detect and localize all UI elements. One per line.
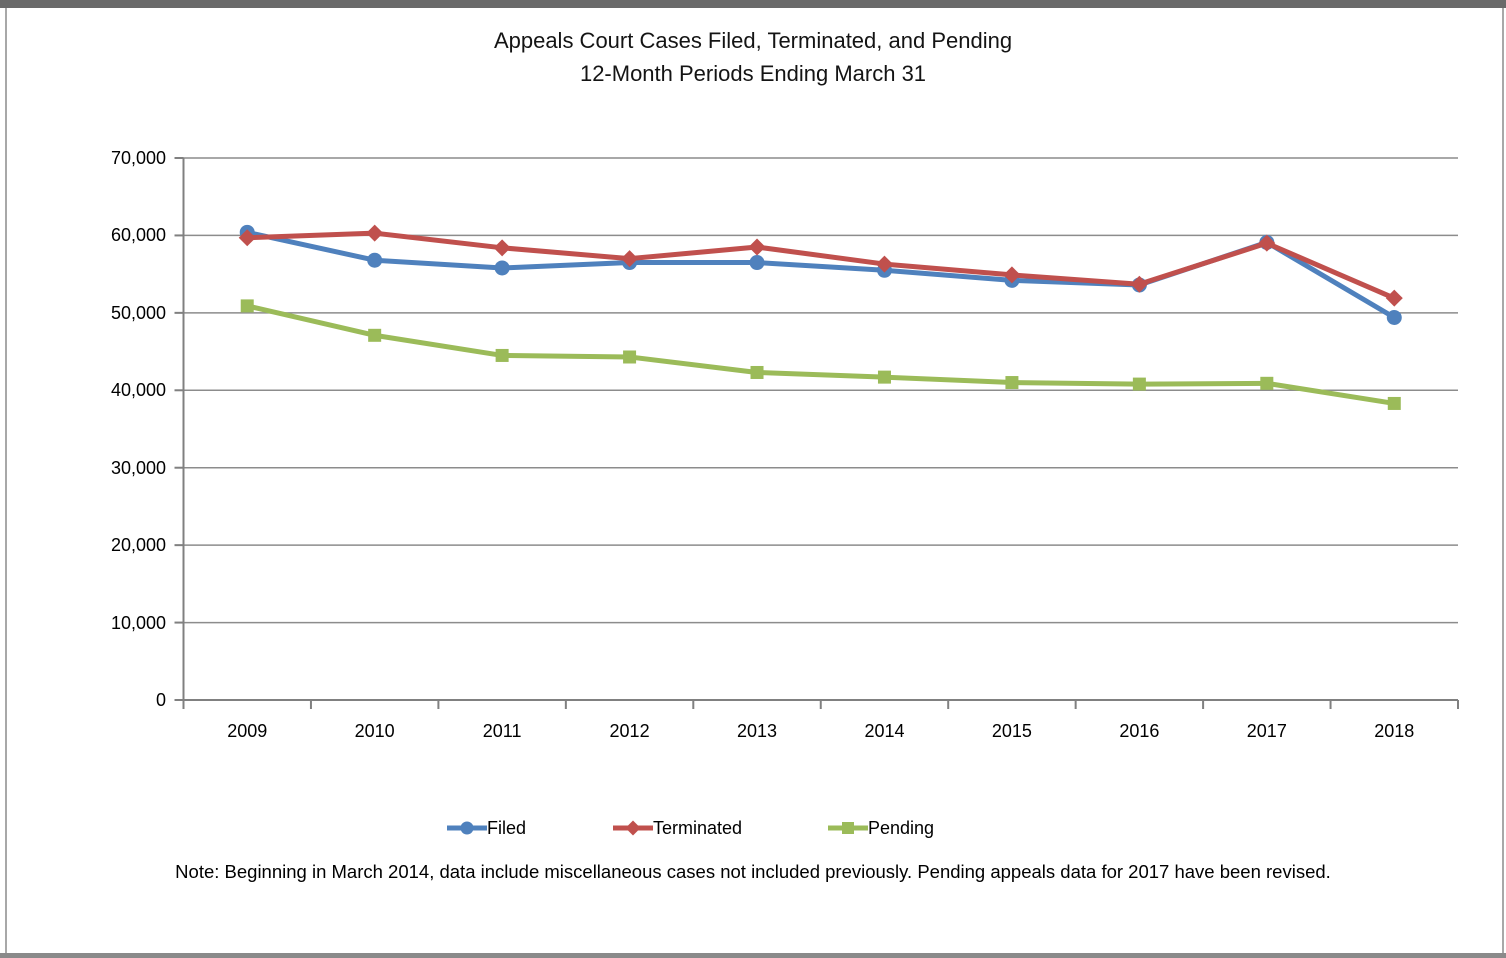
x-axis-tick-label: 2018 xyxy=(1374,721,1415,741)
y-axis-tick-label: 20,000 xyxy=(110,535,166,556)
axes xyxy=(174,157,1459,709)
chart-title: Appeals Court Cases Filed, Terminated, a… xyxy=(0,24,1506,90)
frame-top-border xyxy=(0,0,1506,8)
y-axis-tick-label: 10,000 xyxy=(110,612,166,633)
x-axis-tick-label: 2016 xyxy=(1119,721,1160,741)
legend-label-filed: Filed xyxy=(487,818,527,838)
legend-label-terminated: Terminated xyxy=(653,818,743,838)
y-axis-tick-label: 60,000 xyxy=(110,225,166,246)
y-axis-tick-label: 0 xyxy=(155,690,166,710)
y-axis-tick-label: 70,000 xyxy=(110,148,166,168)
footnote: Note: Beginning in March 2014, data incl… xyxy=(175,861,1331,882)
x-axis-tick-label: 2009 xyxy=(227,721,268,741)
x-axis-tick-label: 2017 xyxy=(1246,721,1287,741)
pending-series-marker-icon xyxy=(828,819,868,837)
y-axis-tick-label: 40,000 xyxy=(110,380,166,401)
legend-label-pending: Pending xyxy=(868,818,935,838)
x-axis-tick-label: 2012 xyxy=(609,721,650,741)
series-pending xyxy=(240,299,1401,410)
frame-right-border xyxy=(1502,8,1504,953)
y-axis-tick-label: 50,000 xyxy=(110,302,166,323)
x-axis-tick-label: 2015 xyxy=(991,721,1032,741)
x-axis-tick-label: 2010 xyxy=(354,721,395,741)
terminated-series-marker-icon xyxy=(613,819,653,837)
legend-item-filed: Filed xyxy=(447,816,526,840)
series-terminated xyxy=(238,224,1403,307)
chart-title-line2: 12-Month Periods Ending March 31 xyxy=(579,61,927,86)
y-axis-tick-label: 30,000 xyxy=(110,457,166,478)
x-axis-tick-label: 2011 xyxy=(482,721,522,741)
legend-item-terminated: Terminated xyxy=(613,816,742,840)
legend: Filed Terminated Pending xyxy=(0,816,1506,840)
frame-bottom-border xyxy=(0,953,1506,958)
filed-series-marker-icon xyxy=(447,819,487,837)
legend-item-pending: Pending xyxy=(828,816,934,840)
x-axis-tick-label: 2014 xyxy=(864,721,905,741)
chart-title-line1: Appeals Court Cases Filed, Terminated, a… xyxy=(493,28,1013,53)
x-axis-tick-label: 2013 xyxy=(736,721,778,741)
frame-left-border xyxy=(5,8,7,953)
